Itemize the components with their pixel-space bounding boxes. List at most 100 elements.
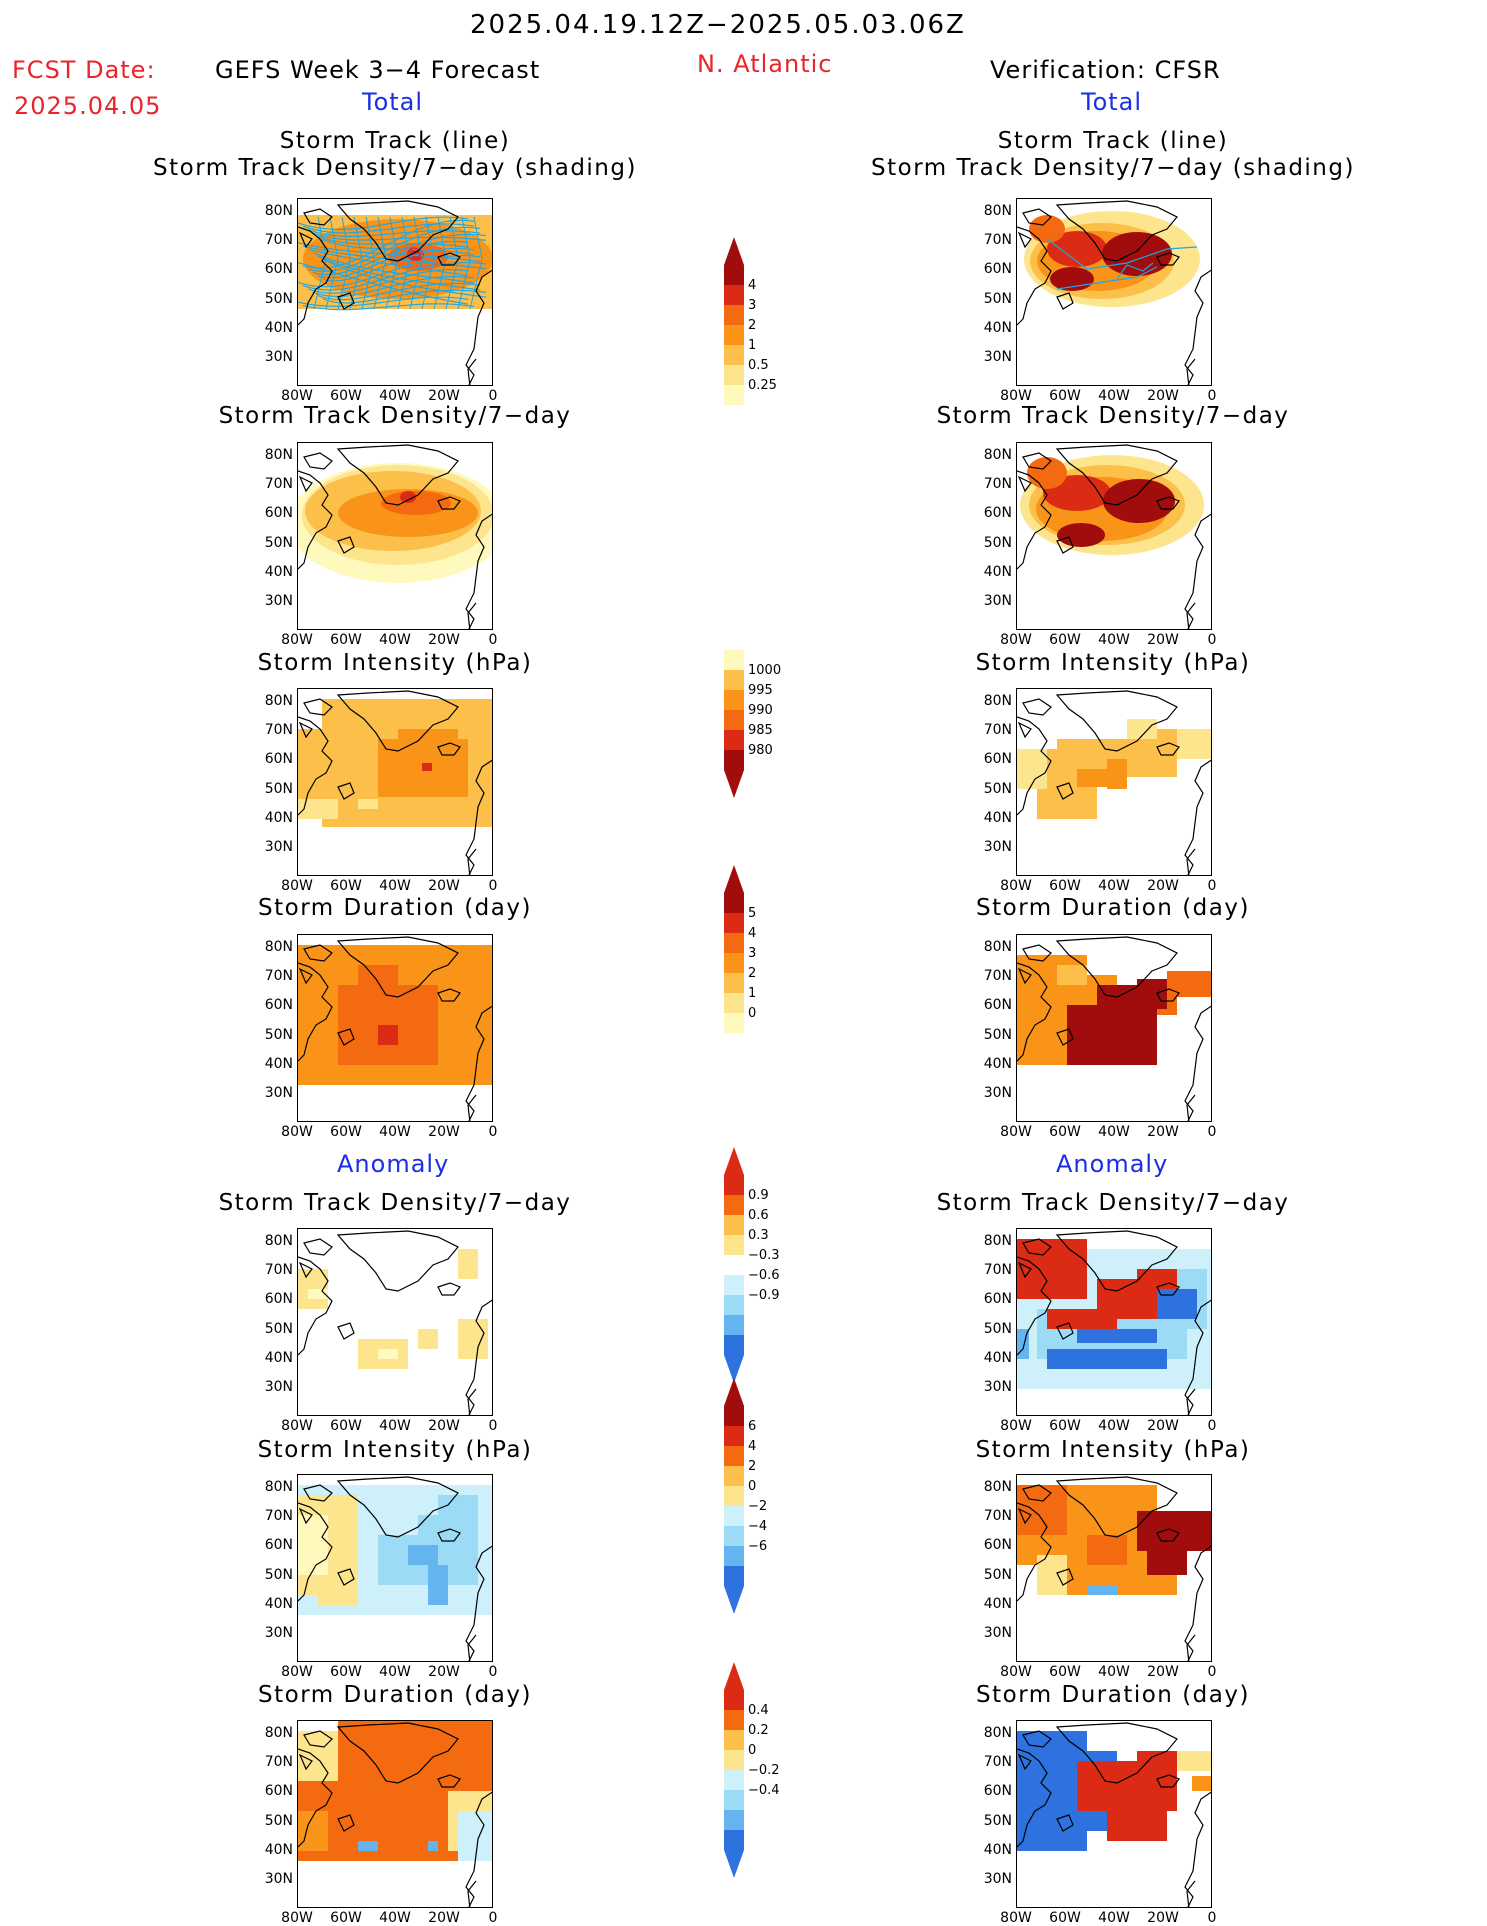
lon-tick-label: 80W bbox=[1000, 878, 1032, 894]
lon-tick-label: 20W bbox=[1147, 388, 1179, 404]
heatmap-field bbox=[1017, 200, 1211, 385]
model-title: GEFS Week 3−4 Forecast bbox=[215, 56, 541, 84]
map-panel bbox=[1016, 934, 1212, 1122]
lon-tick-label: 20W bbox=[1147, 1910, 1179, 1926]
panel-title: Storm Duration (day) bbox=[258, 1682, 532, 1708]
colorbar-tick-label: 0.2 bbox=[748, 1723, 769, 1738]
lon-tick-label: 40W bbox=[379, 388, 411, 404]
lat-tick-label: 30N bbox=[264, 349, 293, 365]
lon-tick-label: 60W bbox=[1049, 388, 1081, 404]
colorbar-tick-label: 0.6 bbox=[748, 1208, 769, 1223]
lat-tick-label: 30N bbox=[983, 1625, 1012, 1641]
panel-title: Storm Duration (day) bbox=[976, 1682, 1250, 1708]
map-panel bbox=[1016, 1720, 1212, 1908]
lon-tick-label: 20W bbox=[1147, 1664, 1179, 1680]
lat-tick-label: 40N bbox=[983, 1055, 1012, 1072]
heatmap-field bbox=[298, 1721, 492, 1907]
lat-tick-label: 80N bbox=[264, 1479, 293, 1495]
lon-tick-label: 60W bbox=[1049, 1418, 1081, 1434]
lat-tick-label: 30N bbox=[264, 839, 293, 855]
anomaly-label-right: Anomaly bbox=[1056, 1150, 1169, 1178]
panel-title: Storm Intensity (hPa) bbox=[975, 650, 1251, 676]
lat-tick-label: 30N bbox=[983, 1085, 1012, 1101]
colorbar-tick-label: 5 bbox=[748, 906, 756, 921]
lon-tick-label: 80W bbox=[1000, 1664, 1032, 1680]
lat-tick-label: 70N bbox=[264, 968, 293, 985]
lat-tick-label: 60N bbox=[983, 997, 1012, 1014]
colorbar-tick-label: 3 bbox=[748, 946, 756, 961]
lat-tick-label: 80N bbox=[264, 1725, 293, 1741]
lat-tick-label: 30N bbox=[264, 1625, 293, 1641]
lat-tick-label: 70N bbox=[983, 1508, 1012, 1525]
lat-tick-label: 30N bbox=[983, 839, 1012, 855]
lat-tick-label: 30N bbox=[983, 349, 1012, 365]
lat-tick-label: 30N bbox=[264, 1379, 293, 1395]
anomaly-label-left: Anomaly bbox=[337, 1150, 450, 1178]
lat-tick-label: 80N bbox=[983, 1725, 1012, 1741]
heatmap-field bbox=[1017, 1722, 1211, 1907]
lon-tick-label: 60W bbox=[330, 1124, 362, 1140]
colorbar-tick-label: −0.3 bbox=[748, 1248, 780, 1263]
lat-tick-label: 50N bbox=[983, 1320, 1012, 1337]
heatmap-field bbox=[1017, 1476, 1211, 1661]
panel-title: Storm Duration (day) bbox=[258, 895, 532, 921]
lat-tick-label: 80N bbox=[983, 203, 1012, 219]
lon-tick-label: 20W bbox=[428, 878, 460, 894]
lat-tick-label: 80N bbox=[264, 1233, 293, 1249]
lon-tick-label: 0 bbox=[1207, 632, 1217, 648]
heatmap-field bbox=[298, 1476, 492, 1661]
period-title: 2025.04.19.12Z−2025.05.03.06Z bbox=[470, 10, 966, 40]
lon-tick-label: 0 bbox=[488, 1910, 498, 1926]
lat-tick-label: 40N bbox=[264, 1055, 293, 1072]
lat-tick-label: 70N bbox=[983, 476, 1012, 493]
lat-tick-label: 80N bbox=[983, 1233, 1012, 1249]
lon-tick-label: 40W bbox=[379, 1124, 411, 1140]
lat-tick-label: 50N bbox=[264, 1566, 293, 1583]
map-panel bbox=[1016, 1474, 1212, 1662]
lat-tick-label: 50N bbox=[983, 1026, 1012, 1043]
colorbar-tick-label: 2 bbox=[748, 318, 756, 333]
lon-tick-label: 80W bbox=[281, 1910, 313, 1926]
lon-tick-label: 40W bbox=[1098, 1418, 1130, 1434]
lat-tick-label: 30N bbox=[264, 593, 293, 609]
lat-tick-label: 40N bbox=[983, 1841, 1012, 1858]
lat-tick-label: 60N bbox=[264, 505, 293, 522]
colorbar-tick-label: −0.6 bbox=[748, 1268, 780, 1283]
lon-tick-label: 0 bbox=[1207, 1418, 1217, 1434]
lat-tick-label: 80N bbox=[983, 447, 1012, 463]
colorbar-tick-label: 4 bbox=[748, 278, 756, 293]
lat-tick-label: 40N bbox=[264, 319, 293, 336]
panel-title: Storm Duration (day) bbox=[976, 895, 1250, 921]
lat-tick-label: 70N bbox=[264, 476, 293, 493]
colorbar-density_anom: 0.9 0.6 0.3 −0.3 −0.6 −0.9 bbox=[724, 1147, 780, 1383]
lon-tick-label: 0 bbox=[488, 632, 498, 648]
fcst-date-value: 2025.04.05 bbox=[14, 92, 162, 120]
panel-title: Storm Track Density/7−day bbox=[218, 1190, 572, 1216]
heatmap-field bbox=[1017, 1230, 1211, 1415]
lon-tick-label: 20W bbox=[428, 1418, 460, 1434]
colorbar-duration: 5 4 3 2 1 0 bbox=[724, 865, 756, 1033]
lat-tick-label: 70N bbox=[264, 232, 293, 249]
heatmap-field bbox=[1017, 690, 1211, 875]
lat-tick-label: 50N bbox=[264, 1026, 293, 1043]
lat-tick-label: 70N bbox=[983, 232, 1012, 249]
colorbar-intensity: 1000 995 990 985 980 bbox=[724, 650, 781, 798]
lon-tick-label: 0 bbox=[488, 1664, 498, 1680]
lat-tick-label: 50N bbox=[983, 1812, 1012, 1829]
lat-tick-label: 70N bbox=[264, 1508, 293, 1525]
lat-tick-label: 60N bbox=[264, 1291, 293, 1308]
lon-tick-label: 80W bbox=[281, 1418, 313, 1434]
colorbar-tick-label: −0.4 bbox=[748, 1783, 780, 1798]
map-panel bbox=[297, 688, 493, 876]
colorbar-tick-label: 1 bbox=[748, 986, 756, 1001]
lat-tick-label: 70N bbox=[983, 968, 1012, 985]
lon-tick-label: 80W bbox=[281, 632, 313, 648]
lat-tick-label: 70N bbox=[983, 1262, 1012, 1279]
lat-tick-label: 30N bbox=[264, 1871, 293, 1887]
lat-tick-label: 40N bbox=[264, 809, 293, 826]
lon-tick-label: 60W bbox=[330, 1910, 362, 1926]
lon-tick-label: 80W bbox=[281, 388, 313, 404]
total-label-right: Total bbox=[1081, 88, 1143, 116]
lat-tick-label: 70N bbox=[983, 1754, 1012, 1771]
colorbar-tick-label: 0.9 bbox=[748, 1188, 769, 1203]
